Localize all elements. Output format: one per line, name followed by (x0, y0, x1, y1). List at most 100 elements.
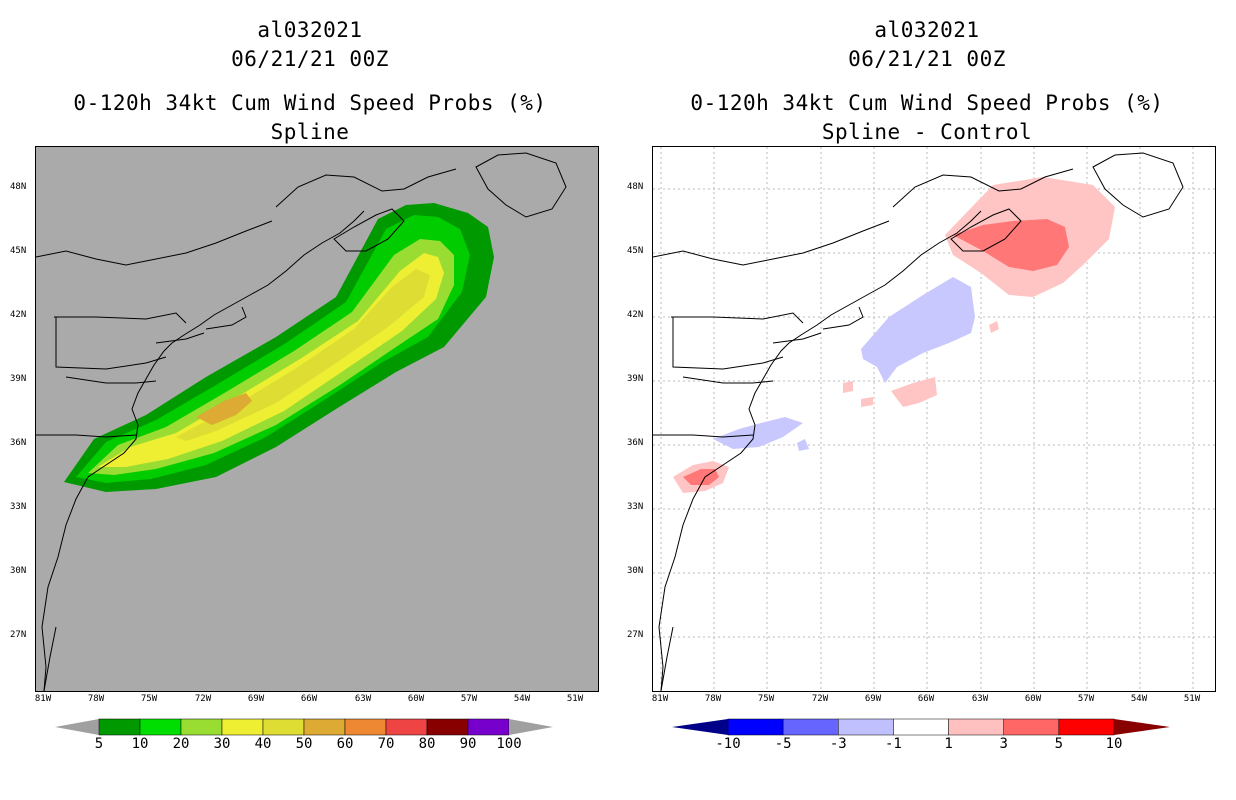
lon-label: 60W (1024, 694, 1042, 704)
lon-label: 75W (140, 694, 158, 704)
colorbar-label: 10 (131, 736, 149, 752)
right-map (652, 146, 1216, 692)
colorbar-segment (262, 718, 305, 736)
geo-line (672, 317, 784, 370)
colorbar-segment (893, 718, 949, 736)
prob-band-40 (176, 269, 430, 441)
geo-line (1092, 152, 1184, 218)
colorbar-segment (467, 718, 510, 736)
colorbar-label: 3 (999, 736, 1008, 752)
colorbar-label: -1 (884, 736, 902, 752)
colorbar-segment (385, 718, 428, 736)
geo-line (475, 152, 567, 218)
lat-label: 30N (10, 566, 27, 576)
colorbar-label: 1 (944, 736, 953, 752)
colorbar-label: 40 (254, 736, 272, 752)
colorbar-segment (1003, 718, 1060, 736)
lat-label: 48N (627, 182, 644, 192)
prob-band-50 (196, 393, 252, 425)
lon-label: 81W (34, 694, 52, 704)
geo-line (822, 306, 864, 330)
colorbar-right-arrow (1114, 719, 1170, 735)
colorbar-left-arrow (672, 719, 728, 735)
right-map-background (653, 147, 1215, 691)
lat-label: 27N (10, 630, 27, 640)
lon-label: 75W (757, 694, 775, 704)
geo-line (333, 208, 405, 252)
colorbar-label: 20 (172, 736, 190, 752)
diff-pos-light-midatl (891, 377, 937, 407)
lon-label: 57W (460, 694, 478, 704)
diff-pos-mid-maritimes (953, 219, 1069, 271)
lat-label: 39N (10, 374, 27, 384)
lon-label: 78W (704, 694, 722, 704)
colorbar-label: 5 (94, 736, 104, 752)
lon-label: 54W (1130, 694, 1148, 704)
colorbar-label: -3 (829, 736, 847, 752)
lat-label: 42N (627, 310, 644, 320)
colorbar-label: 70 (377, 736, 395, 752)
lat-label: 45N (627, 246, 644, 256)
geo-line (658, 210, 982, 691)
diff-neg-light-hatteras (713, 417, 803, 449)
lat-label: 48N (10, 182, 27, 192)
left-title: 0-120h 34kt Cum Wind Speed Probs (%) (73, 91, 547, 115)
geo-line (41, 210, 365, 691)
right-colorbar (672, 718, 1170, 736)
colorbar-segment (948, 718, 1004, 736)
left-geography (36, 152, 567, 691)
colorbar-label: 100 (496, 736, 522, 752)
colorbar-label: -5 (774, 736, 792, 752)
lon-label: 66W (300, 694, 318, 704)
lon-label: 51W (1183, 694, 1201, 704)
lon-label: 72W (811, 694, 829, 704)
left-storm-id: al032021 (257, 18, 363, 42)
right-geography (653, 152, 1184, 691)
right-storm-id: al032021 (874, 18, 980, 42)
geo-line (275, 168, 457, 208)
lon-label: 51W (566, 694, 584, 704)
colorbar-label: 80 (418, 736, 436, 752)
lon-label: 69W (247, 694, 265, 704)
lat-label: 39N (627, 374, 644, 384)
geo-line (772, 332, 822, 344)
colorbar-label: 30 (213, 736, 231, 752)
geo-line (653, 434, 754, 438)
lon-label: 78W (87, 694, 105, 704)
lon-label: 66W (917, 694, 935, 704)
colorbar-label: 5 (1054, 736, 1064, 752)
colorbar-segment (727, 718, 784, 736)
lat-label: 36N (10, 438, 27, 448)
colorbar-left-arrow (55, 719, 99, 735)
geo-line (660, 626, 674, 691)
diff-pos-mid-carolinas (683, 469, 719, 485)
colorbar-segment (221, 718, 264, 736)
geo-line (43, 626, 57, 691)
right-datetime: 06/21/21 00Z (848, 47, 1006, 71)
lat-label: 36N (627, 438, 644, 448)
colorbar-label: -10 (715, 736, 741, 752)
colorbar-segment (344, 718, 387, 736)
diff-pos-light-small-2 (861, 397, 873, 407)
prob-band-10 (76, 215, 470, 483)
geo-line (205, 306, 247, 330)
colorbar-segment (426, 718, 469, 736)
geo-line (54, 312, 187, 324)
colorbar-segment (303, 718, 346, 736)
colorbar-segment (139, 718, 182, 736)
left-colorbar (55, 718, 553, 736)
geo-line (653, 220, 890, 266)
lon-label: 54W (513, 694, 531, 704)
geo-line (892, 168, 1074, 208)
prob-band-20 (88, 239, 454, 475)
colorbar-segment (180, 718, 223, 736)
diff-pos-light-small (843, 381, 853, 393)
left-datetime: 06/21/21 00Z (231, 47, 389, 71)
lat-label: 33N (627, 502, 644, 512)
right-title: 0-120h 34kt Cum Wind Speed Probs (%) (690, 91, 1164, 115)
colorbar-segment (782, 718, 839, 736)
geo-line (950, 208, 1022, 252)
lon-label: 63W (971, 694, 989, 704)
lon-label: 69W (864, 694, 882, 704)
lat-label: 42N (10, 310, 27, 320)
